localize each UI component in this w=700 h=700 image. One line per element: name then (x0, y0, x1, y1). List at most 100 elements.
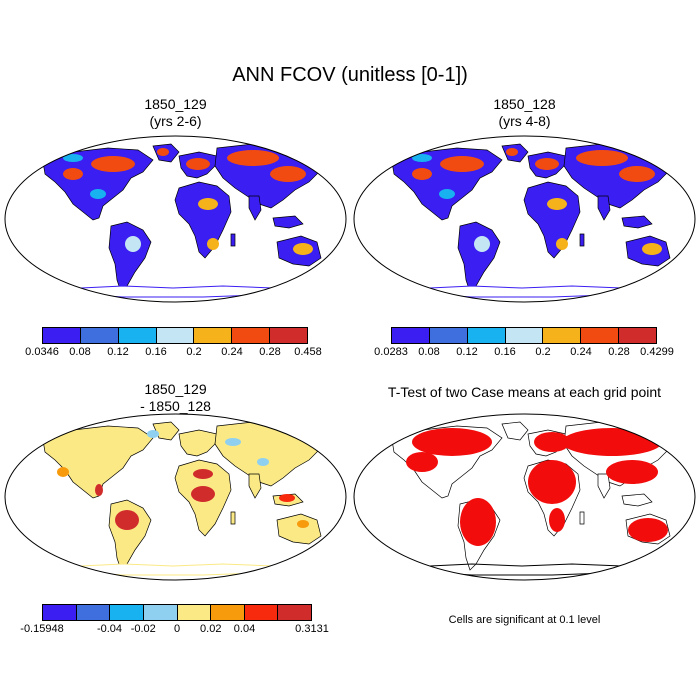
map-2-value-patch (619, 166, 655, 182)
colorbar-2-tick-label: 0.28 (608, 346, 630, 358)
colorbar-2-labels: 0.0283 0.08 0.12 0.16 0.2 0.24 0.28 0.4299 (374, 346, 674, 360)
colorbar-1-swatch (232, 328, 271, 343)
map-2-antarctica (420, 285, 635, 298)
colorbar-1-tick-label: 0.12 (107, 346, 129, 358)
map-2-value-patch (439, 189, 455, 199)
colorbar-1-swatch (194, 328, 233, 343)
colorbar-3-swatch (43, 605, 77, 620)
colorbar-2-swatch (581, 328, 620, 343)
map-2-landmass (597, 195, 611, 221)
colorbar-3-tick-label: 0.04 (233, 623, 256, 635)
map-1-value-patch (198, 198, 218, 210)
map-4-value-patch (406, 452, 438, 472)
map-1-value-patch (63, 154, 83, 162)
colorbar-2-tick-label: 0.24 (570, 346, 592, 358)
map-1-landmass (230, 233, 236, 247)
map-2-value-patch (474, 236, 490, 252)
map-3-landmass (248, 473, 262, 499)
map-4-value-patch (562, 428, 662, 456)
map-2-value-patch (412, 154, 432, 162)
colorbar-3-swatch (76, 605, 111, 620)
map-1-landmass (248, 195, 262, 221)
colorbar-1-tick-label: 0.08 (69, 346, 91, 358)
map-3-landmass (178, 429, 218, 457)
colorbar-3-swatch (143, 605, 178, 620)
panel2-title-line2: (yrs 4-8) (498, 113, 551, 129)
panel3-map (4, 413, 347, 581)
colorbar-1-tick-label: 0.16 (145, 346, 167, 358)
colorbar-3-swatch (244, 605, 279, 620)
colorbar-1-tick-label: 0.28 (259, 346, 281, 358)
panel3-title-line1: 1850_129 (144, 381, 207, 397)
map-2-frame (353, 135, 696, 303)
map-2-value-patch (642, 243, 662, 255)
colorbar-1-tick-label: 0.458 (294, 346, 322, 358)
colorbar-3-tick-label: -0.02 (130, 623, 156, 635)
colorbar-3 (42, 604, 312, 621)
map-2-value-patch (556, 238, 568, 250)
colorbar-3-labels: -0.15948 -0.04 -0.02 0 0.02 0.04 0.3131 (20, 623, 329, 637)
panel4-map (353, 413, 696, 581)
map-2-value-patch (440, 156, 484, 172)
colorbar-2-swatch (467, 328, 506, 343)
map-2-value-patch (576, 150, 628, 166)
map-3-value-patch (257, 458, 269, 466)
map-4-landmass (597, 473, 611, 499)
map-1-value-patch (91, 156, 135, 172)
colorbar-3-swatch (278, 605, 311, 620)
map-4-value-patch (606, 460, 658, 484)
colorbar-2-swatch (392, 328, 430, 343)
colorbar-1 (42, 327, 308, 344)
map-4-value-patch (460, 498, 496, 546)
map-3-landmass (214, 421, 324, 487)
panel1-title-line1: 1850_129 (144, 96, 207, 112)
map-3-value-patch (297, 520, 309, 528)
map-2-value-patch (412, 168, 432, 180)
colorbar-3-tick-label: 0 (173, 623, 181, 635)
significance-note: Cells are significant at 0.1 level (448, 614, 601, 626)
map-2-value-patch (547, 198, 567, 210)
panel3-title: 1850_129 - 1850_128 (3, 381, 348, 415)
map-3-value-patch (115, 510, 139, 530)
map-1-value-patch (293, 243, 313, 255)
panel4-title: T-Test of two Case means at each grid po… (387, 384, 662, 400)
colorbar-2-swatch (543, 328, 582, 343)
panel2-title-line1: 1850_128 (493, 96, 556, 112)
map-4-landmass (579, 511, 585, 525)
map-3-value-patch (191, 486, 215, 502)
map-1-value-patch (227, 150, 279, 166)
map-4-frame (353, 413, 696, 581)
colorbar-1-labels: 0.0346 0.08 0.12 0.16 0.2 0.24 0.28 0.458 (25, 346, 322, 360)
map-4-value-patch (534, 432, 570, 452)
map-2-landmass (579, 233, 585, 247)
panel2-title: 1850_128 (yrs 4-8) (352, 96, 697, 130)
map-1-landmass (174, 181, 232, 259)
colorbar-2-tick-label: 0.16 (494, 346, 516, 358)
colorbar-2-tick-label: 0.4299 (640, 346, 674, 358)
colorbar-3-swatch (211, 605, 245, 620)
map-4-value-patch (528, 460, 576, 504)
figure-title: ANN FCOV (unitless [0-1]) (232, 64, 468, 86)
colorbar-2-tick-label: 0.0283 (374, 346, 408, 358)
colorbar-3-tick-label: 0.02 (200, 623, 222, 635)
colorbar-1-swatch (118, 328, 157, 343)
map-1-antarctica (71, 285, 286, 298)
map-4-value-patch (628, 518, 668, 542)
map-3-value-patch (147, 430, 159, 438)
colorbar-1-swatch (43, 328, 81, 343)
panel1-title-line2: (yrs 2-6) (149, 113, 202, 129)
panel2-map (353, 135, 696, 303)
colorbar-1-tick-label: 0.2 (186, 346, 202, 358)
map-2-landmass (621, 215, 653, 229)
panel3-title-line2: - 1850_128 (140, 398, 211, 414)
map-4-value-patch (412, 428, 492, 456)
map-4-antarctica (420, 563, 635, 576)
map-3-value-patch (279, 494, 295, 502)
map-3-value-patch (95, 484, 103, 496)
colorbar-2-swatch (429, 328, 468, 343)
map-1-value-patch (125, 236, 141, 252)
colorbar-2-tick-label: 0.08 (418, 346, 440, 358)
map-1-landmass (108, 221, 152, 293)
colorbar-1-swatch (80, 328, 119, 343)
map-3-landmass (230, 511, 236, 525)
